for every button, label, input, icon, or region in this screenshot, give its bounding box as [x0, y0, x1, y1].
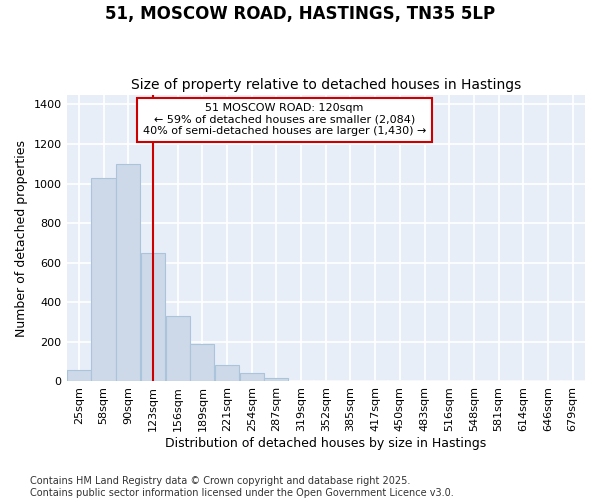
Text: 51, MOSCOW ROAD, HASTINGS, TN35 5LP: 51, MOSCOW ROAD, HASTINGS, TN35 5LP	[105, 5, 495, 23]
Bar	[215, 364, 239, 382]
Bar	[141, 253, 165, 382]
Bar	[166, 316, 190, 382]
Bar	[91, 178, 116, 382]
Text: Contains HM Land Registry data © Crown copyright and database right 2025.
Contai: Contains HM Land Registry data © Crown c…	[30, 476, 454, 498]
Bar	[264, 378, 289, 382]
Bar	[116, 164, 140, 382]
Text: 51 MOSCOW ROAD: 120sqm
← 59% of detached houses are smaller (2,084)
40% of semi-: 51 MOSCOW ROAD: 120sqm ← 59% of detached…	[143, 103, 426, 136]
Bar	[190, 344, 214, 382]
Title: Size of property relative to detached houses in Hastings: Size of property relative to detached ho…	[131, 78, 521, 92]
Bar	[239, 372, 264, 382]
Y-axis label: Number of detached properties: Number of detached properties	[15, 140, 28, 336]
Bar	[67, 370, 91, 382]
X-axis label: Distribution of detached houses by size in Hastings: Distribution of detached houses by size …	[165, 437, 487, 450]
